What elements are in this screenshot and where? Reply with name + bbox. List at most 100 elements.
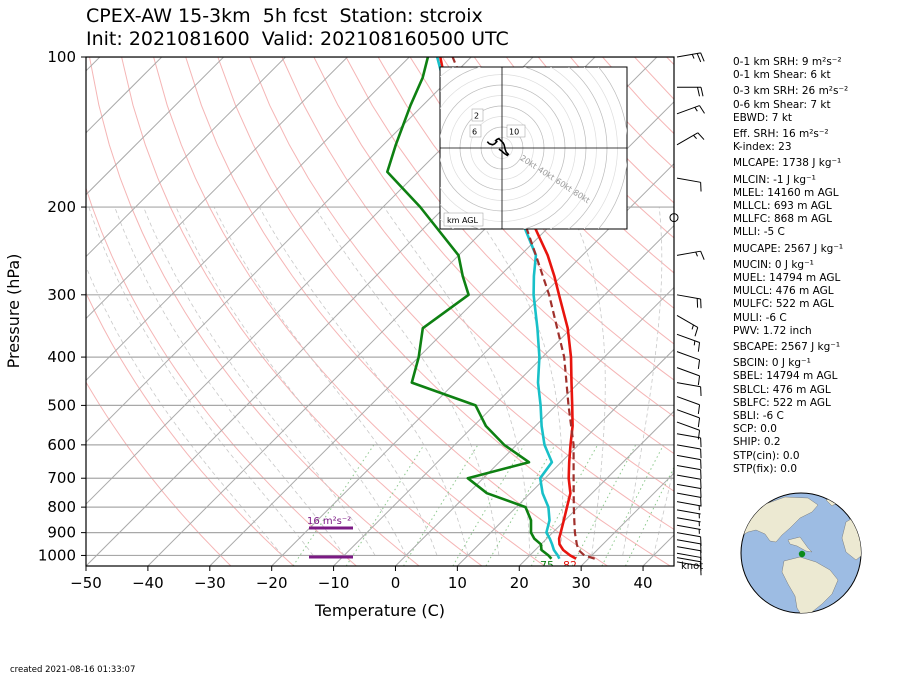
wind-barb [676, 517, 701, 527]
stat-line: MUCAPE: 2567 J kg⁻¹ [733, 242, 844, 255]
barb-staff [676, 474, 701, 480]
barb-staff [676, 105, 700, 115]
wind-barb [676, 539, 702, 554]
stat-line: STP(fix): 0.0 [733, 462, 798, 475]
wind-barb [676, 524, 701, 534]
mixing-ratio-line [485, 444, 556, 566]
mixing-ratio-line [571, 444, 637, 566]
moist-adiabat [653, 465, 674, 556]
stat-line: MULI: -6 C [733, 311, 787, 324]
y-tick-label: 500 [47, 396, 76, 414]
wind-barb [676, 454, 702, 469]
south-america-shape [781, 556, 839, 613]
x-tick-label: 20 [510, 574, 529, 592]
wind-barb [676, 409, 701, 428]
y-tick-label: 700 [47, 469, 76, 487]
barb-staff [676, 177, 701, 183]
barb-staff [676, 454, 701, 461]
surface-temperature-label: 82 [563, 559, 577, 572]
barb-staff [676, 409, 700, 419]
dry-adiabat [281, 57, 674, 492]
wind-barb [676, 492, 702, 507]
barb-staff [676, 52, 701, 58]
barb-flag [697, 87, 700, 97]
wind-barbs: knot [669, 52, 705, 576]
wind-barb [676, 250, 705, 260]
wind-barb [669, 213, 679, 223]
barb-staff [676, 132, 699, 146]
barb-half-flag [693, 340, 696, 346]
isotherm [86, 57, 472, 443]
moist-adiabat [383, 206, 531, 556]
y-tick-label: 200 [47, 198, 76, 216]
stat-line: SBLFC: 522 m AGL [733, 396, 831, 409]
barb-staff [676, 501, 701, 507]
barb-flag [697, 375, 701, 386]
barb-flag [697, 132, 705, 140]
wind-barb [676, 532, 702, 547]
isotherm [580, 472, 674, 566]
stat-line: 0-6 km Shear: 7 kt [733, 98, 831, 111]
barb-staff [676, 421, 700, 431]
barb-flag [697, 417, 701, 428]
isotherm [271, 162, 674, 566]
y-tick-label: 1000 [38, 546, 76, 564]
wind-barb [676, 132, 705, 146]
stat-line: MULFC: 522 m AGL [733, 298, 834, 311]
barb-staff [676, 509, 701, 515]
x-tick-label: −30 [194, 574, 226, 592]
hodograph-units-box [443, 212, 484, 227]
wind-barb [676, 483, 702, 498]
barb-half-flag [695, 251, 698, 257]
hodograph-height-label: 2 [474, 112, 479, 121]
wind-barb [676, 561, 702, 576]
stat-line: PWV: 1.72 inch [733, 324, 812, 337]
barb-staff [676, 546, 701, 552]
sounding-stats: 0-1 km SRH: 9 m²s⁻² 0-1 km Shear: 6 kt 0-3… [733, 56, 848, 476]
x-tick-label: −20 [256, 574, 288, 592]
x-tick-label: 10 [448, 574, 467, 592]
wind-unit-label: knot [681, 561, 703, 572]
barb-flag [694, 327, 699, 337]
stat-line: MLEL: 14160 m AGL [733, 186, 839, 199]
surface-dewpoint-label: 75 [540, 559, 554, 572]
x-tick-label: −50 [70, 574, 102, 592]
moist-adiabat [143, 206, 376, 556]
isotherm [86, 57, 224, 196]
dry-adiabat [86, 291, 295, 566]
dry-adiabat [185, 57, 608, 566]
wind-barb [676, 433, 702, 448]
wind-barb [676, 367, 701, 386]
srh-label: 16 m²s⁻² [307, 516, 351, 527]
mixing-ratio-line [345, 444, 425, 566]
globe-map [740, 492, 862, 614]
wind-barb [676, 396, 701, 414]
isotherm [209, 101, 674, 566]
barb-staff [676, 444, 701, 450]
chart-title-line1: CPEX-AW 15-3km 5h fcst Station: stcroix [86, 5, 483, 27]
stat-line: MLLCL: 693 m AGL [733, 200, 832, 213]
barb-staff [676, 382, 701, 388]
barb-staff [676, 532, 701, 538]
station-dot [798, 550, 806, 558]
barb-flag [699, 105, 705, 114]
x-axis-label: Temperature (C) [314, 601, 445, 620]
stat-line: K-index: 23 [733, 141, 792, 154]
barb-staff [676, 492, 701, 498]
isotherm [86, 57, 286, 258]
hodograph-height-box [471, 108, 484, 122]
hodograph-height-box [506, 124, 526, 138]
barb-staff [676, 315, 699, 328]
hodograph-height-label: 10 [509, 128, 519, 137]
stat-line: 0-1 km Shear: 6 kt [733, 69, 831, 82]
mixing-ratio-line [292, 444, 375, 566]
dewpoint-profile [385, 57, 553, 560]
caribbean-islands-shape [787, 536, 813, 553]
barb-flag [700, 250, 705, 260]
barb-staff [676, 552, 701, 558]
barb-half-flag [693, 134, 697, 140]
hodograph-trace [486, 137, 510, 157]
wind-barb [676, 52, 705, 63]
